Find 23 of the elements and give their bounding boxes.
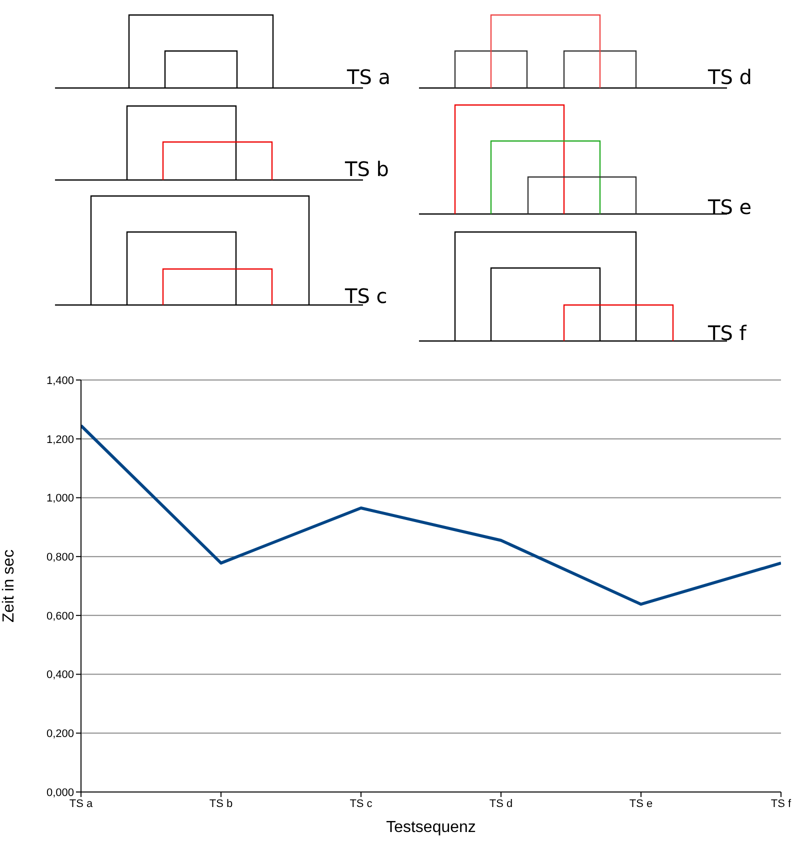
y-tick-label: 0,200 <box>46 728 74 740</box>
x-tick-label: TS f <box>770 798 792 810</box>
y-tick-label: 0,000 <box>46 786 74 799</box>
x-tick-label: TS e <box>629 798 653 810</box>
text: TS e <box>707 195 752 219</box>
y-tick-label: 1,200 <box>46 434 74 446</box>
y-axis-title: Zeit in sec <box>0 550 18 622</box>
x-tick-label: TS a <box>69 798 94 810</box>
y-tick-label: 0,600 <box>46 610 74 622</box>
text: TS c <box>344 284 388 308</box>
text: TS f <box>707 321 748 345</box>
text: TS d <box>707 65 752 89</box>
x-tick-label: TS b <box>209 798 233 810</box>
text: TS a <box>346 65 391 89</box>
y-tick-label: 1,000 <box>46 492 74 505</box>
x-tick-label: TS c <box>350 798 373 810</box>
line-series <box>81 424 781 606</box>
y-tick-label: 1,400 <box>46 374 74 387</box>
y-tick-label: 0,400 <box>46 669 74 682</box>
text: TS b <box>344 157 389 181</box>
y-tick-label: 0,800 <box>46 551 74 564</box>
x-tick-label: TS d <box>489 798 513 810</box>
x-axis-title: Testsequenz <box>386 819 476 836</box>
